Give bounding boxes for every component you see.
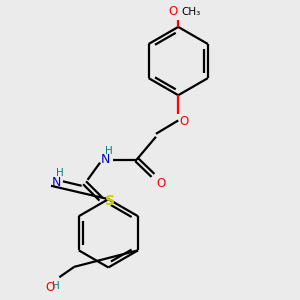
Text: H: H — [52, 281, 60, 291]
Text: O: O — [168, 5, 177, 18]
Text: O: O — [45, 281, 54, 294]
Text: N: N — [101, 153, 110, 166]
Text: H: H — [56, 168, 64, 178]
Text: O: O — [156, 177, 165, 190]
Text: S: S — [105, 194, 115, 208]
Text: H: H — [105, 146, 113, 156]
Text: N: N — [52, 176, 61, 189]
Text: CH₃: CH₃ — [181, 8, 200, 17]
Text: O: O — [180, 116, 189, 128]
